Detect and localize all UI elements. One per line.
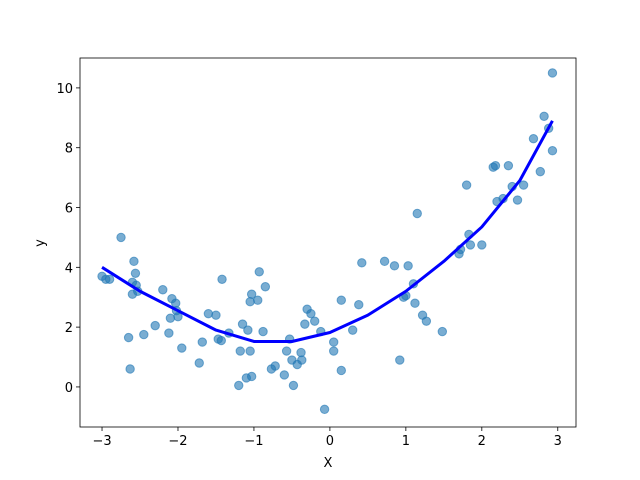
x-tick-label: −2 <box>168 434 187 449</box>
scatter-point <box>319 404 330 415</box>
plot-frame <box>79 57 577 428</box>
scatter-point <box>104 274 115 284</box>
scatter-point <box>235 346 245 356</box>
scatter-point <box>245 297 255 307</box>
scatter-point <box>139 329 149 340</box>
y-tick-label: 0 <box>65 381 73 396</box>
x-tick-label: 2 <box>478 434 486 449</box>
scatter-point <box>539 111 549 122</box>
x-tick-label: −3 <box>92 434 111 449</box>
scatter-point <box>410 298 420 308</box>
scatter-point <box>518 180 529 190</box>
scatter-point <box>243 325 253 335</box>
scatter-point <box>535 166 546 177</box>
scatter-point <box>357 258 367 268</box>
x-tick-label: −1 <box>244 434 263 449</box>
scatter-point <box>177 343 187 353</box>
scatter-point <box>297 355 307 365</box>
scatter-point <box>328 346 339 356</box>
scatter-point <box>412 208 422 219</box>
x-tick-label: 1 <box>402 434 410 449</box>
scatter-point <box>503 160 514 171</box>
scatter-point <box>328 337 339 347</box>
scatter-point <box>281 346 292 356</box>
scatter-point <box>116 232 126 243</box>
scatter-point <box>253 295 263 305</box>
scatter-point <box>158 285 168 295</box>
scatter-point <box>254 267 264 277</box>
scatter-point <box>123 332 134 343</box>
x-tick-label: 3 <box>554 434 562 449</box>
scatter-point <box>129 256 139 267</box>
scatter-point <box>354 299 364 310</box>
y-tick-label: 2 <box>65 321 73 336</box>
scatter-point <box>279 370 290 380</box>
scatter-point <box>379 256 390 267</box>
scatter-point <box>130 268 141 278</box>
scatter-point <box>477 240 487 250</box>
scatter-point <box>217 274 227 284</box>
y-tick-label: 6 <box>65 202 73 217</box>
scatter-point <box>211 310 221 320</box>
x-tick-label: 0 <box>326 434 334 449</box>
scatter-point <box>234 380 244 391</box>
scatter-point <box>528 134 539 144</box>
scatter-point <box>306 308 316 319</box>
scatter-point <box>258 326 268 337</box>
scatter-point <box>246 289 257 299</box>
scatter-point <box>216 335 226 346</box>
scatter-point <box>125 364 135 374</box>
scatter-point <box>547 68 558 78</box>
scatter-point <box>336 365 346 376</box>
scatter-point <box>270 361 280 371</box>
scatter-point <box>260 282 271 292</box>
scatter-point <box>389 261 400 271</box>
scatter-point <box>347 325 358 335</box>
scatter-point <box>395 355 405 365</box>
scatter-point <box>194 358 204 368</box>
scatter-point <box>547 145 558 156</box>
scatter-point <box>512 195 523 205</box>
scatter-point <box>164 328 174 338</box>
scatter-point <box>465 240 476 250</box>
scatter-point <box>288 380 299 391</box>
scatter-point <box>490 160 501 171</box>
x-axis-label: X <box>324 456 333 471</box>
scatter-point <box>461 180 472 190</box>
scatter-point <box>203 308 214 319</box>
scatter-point <box>403 261 413 271</box>
scatter-point <box>165 313 176 323</box>
scatter-point <box>421 316 432 326</box>
scatter-point <box>437 326 448 337</box>
y-tick-label: 4 <box>65 261 73 276</box>
scatter-point <box>150 320 160 331</box>
fit-curve <box>101 120 554 343</box>
scatter-point <box>300 319 310 329</box>
scatter-point <box>246 371 257 382</box>
y-tick-label: 8 <box>65 142 73 157</box>
scatter-point <box>336 295 346 305</box>
scatter-point <box>173 311 183 322</box>
scatter-point <box>310 316 320 326</box>
y-tick-label: 10 <box>56 82 73 97</box>
scatter-point <box>237 319 248 329</box>
scatter-point <box>197 337 207 347</box>
scatter-point <box>245 346 255 356</box>
y-axis-label: y <box>33 239 48 247</box>
